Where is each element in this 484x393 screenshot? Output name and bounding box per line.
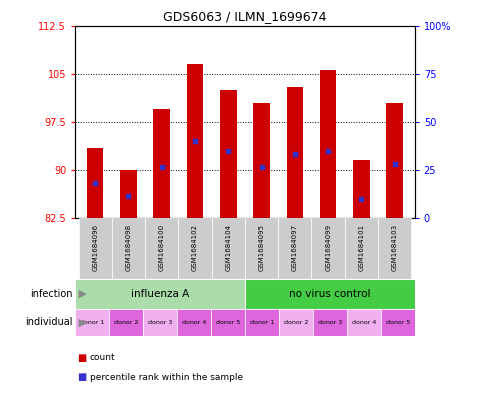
- Bar: [311, 218, 344, 279]
- Bar: [75, 309, 109, 336]
- Text: donor 5: donor 5: [215, 320, 240, 325]
- Bar: [253, 103, 269, 218]
- Bar: [386, 103, 402, 218]
- Text: infection: infection: [30, 289, 73, 299]
- Text: GSM1684095: GSM1684095: [258, 224, 264, 271]
- Text: GSM1684100: GSM1684100: [158, 224, 165, 271]
- Bar: [378, 218, 410, 279]
- Text: ■: ■: [77, 353, 87, 363]
- Text: GSM1684103: GSM1684103: [391, 224, 397, 271]
- Bar: [153, 109, 170, 218]
- Title: GDS6063 / ILMN_1699674: GDS6063 / ILMN_1699674: [163, 10, 326, 23]
- Bar: [177, 309, 211, 336]
- Text: GSM1684099: GSM1684099: [324, 224, 331, 271]
- Bar: [319, 70, 336, 218]
- Text: donor 3: donor 3: [148, 320, 172, 325]
- Bar: [143, 309, 177, 336]
- Text: donor 2: donor 2: [283, 320, 307, 325]
- Bar: [211, 218, 244, 279]
- Bar: [87, 147, 103, 218]
- Bar: [380, 309, 414, 336]
- Text: ▶: ▶: [75, 317, 87, 327]
- Bar: [344, 218, 378, 279]
- Bar: [220, 90, 236, 218]
- Bar: [75, 279, 244, 309]
- Text: count: count: [90, 353, 115, 362]
- Bar: [120, 170, 136, 218]
- Text: GSM1684097: GSM1684097: [291, 224, 297, 271]
- Text: donor 1: donor 1: [249, 320, 273, 325]
- Text: donor 5: donor 5: [385, 320, 409, 325]
- Bar: [278, 218, 311, 279]
- Text: GSM1684104: GSM1684104: [225, 224, 231, 271]
- Bar: [244, 309, 278, 336]
- Text: GSM1684102: GSM1684102: [192, 224, 197, 271]
- Bar: [109, 309, 143, 336]
- Text: donor 4: donor 4: [182, 320, 206, 325]
- Bar: [278, 309, 312, 336]
- Bar: [346, 309, 380, 336]
- Bar: [244, 279, 414, 309]
- Text: donor 3: donor 3: [317, 320, 341, 325]
- Text: ■: ■: [77, 372, 87, 382]
- Text: donor 2: donor 2: [114, 320, 138, 325]
- Text: individual: individual: [25, 317, 73, 327]
- Text: donor 4: donor 4: [351, 320, 375, 325]
- Bar: [286, 86, 302, 218]
- Bar: [178, 218, 211, 279]
- Bar: [186, 64, 203, 218]
- Bar: [312, 309, 346, 336]
- Bar: [352, 160, 369, 218]
- Text: donor 1: donor 1: [80, 320, 104, 325]
- Text: GSM1684101: GSM1684101: [358, 224, 363, 271]
- Text: GSM1684096: GSM1684096: [92, 224, 98, 271]
- Bar: [244, 218, 278, 279]
- Bar: [211, 309, 244, 336]
- Text: ▶: ▶: [75, 289, 87, 299]
- Text: no virus control: no virus control: [288, 289, 370, 299]
- Text: influenza A: influenza A: [131, 289, 189, 299]
- Bar: [111, 218, 145, 279]
- Bar: [78, 218, 111, 279]
- Bar: [145, 218, 178, 279]
- Text: GSM1684098: GSM1684098: [125, 224, 131, 271]
- Text: percentile rank within the sample: percentile rank within the sample: [90, 373, 242, 382]
